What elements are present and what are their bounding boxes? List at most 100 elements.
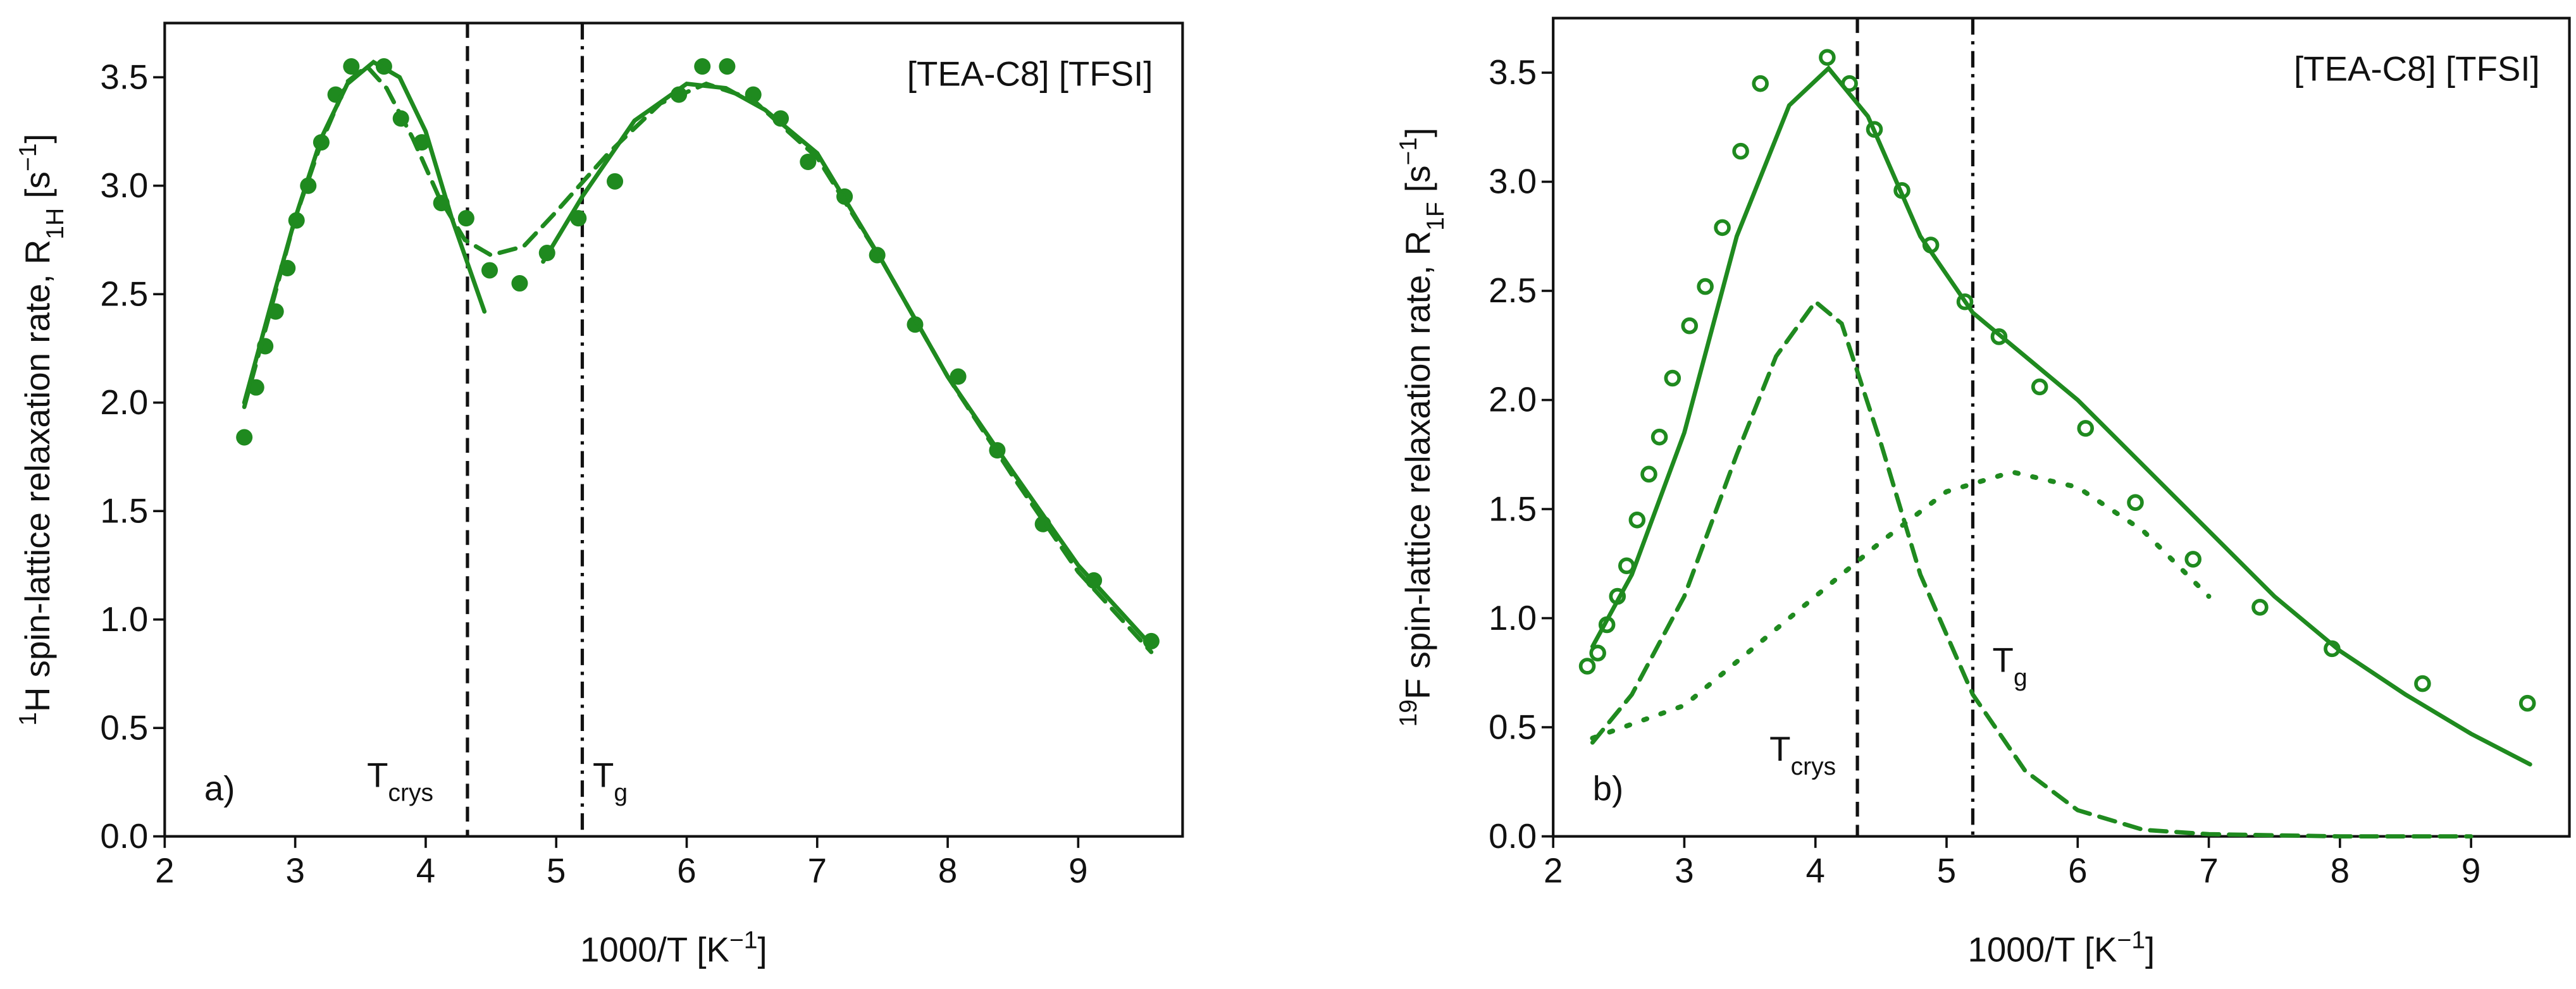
annotation-part: crys xyxy=(1791,752,1836,780)
x-tick-label: 9 xyxy=(2461,852,2480,890)
y-axis-label-part: ] xyxy=(18,133,57,143)
annotation-part: T xyxy=(593,756,614,795)
y-tick-label: 0.5 xyxy=(100,708,148,747)
data-point xyxy=(719,58,736,75)
y-axis-label-part: 1H xyxy=(42,208,69,240)
y-tick-label: 3.0 xyxy=(1489,163,1537,201)
y-axis-label: 1H spin-lattice relaxation rate, R1H [s−… xyxy=(15,133,69,725)
y-axis-label-part: 1F xyxy=(1421,202,1449,231)
data-point xyxy=(2077,420,2095,437)
annotation-part: g xyxy=(2014,664,2028,691)
data-point xyxy=(800,153,817,170)
y-axis-label-part: −1 xyxy=(15,144,42,172)
y-tick-label: 0.0 xyxy=(1489,817,1537,856)
x-tick-label: 6 xyxy=(2068,852,2087,890)
x-axis-label: 1000/T [K−1] xyxy=(1968,926,2155,969)
annotation: Tg xyxy=(1993,641,2028,691)
y-axis-label-part: 1 xyxy=(15,712,42,726)
x-tick-label: 7 xyxy=(808,852,827,890)
y-tick-label: 3.0 xyxy=(100,166,148,205)
data-point xyxy=(343,58,360,75)
x-tick-label: 3 xyxy=(1675,852,1694,890)
data-point xyxy=(2031,378,2048,396)
data-point xyxy=(1752,75,1769,92)
annotation-part: T xyxy=(1993,641,2014,679)
x-tick-label: 5 xyxy=(1937,852,1956,890)
data-point xyxy=(607,173,624,190)
annotation: Tcrys xyxy=(367,756,433,806)
x-axis-label-part: ] xyxy=(758,931,767,969)
x-axis-label-part: 1000/T [K xyxy=(580,931,729,969)
data-point xyxy=(1640,465,1657,483)
y-tick-label: 2.5 xyxy=(100,274,148,313)
x-tick-label: 2 xyxy=(1544,852,1563,890)
data-point xyxy=(1990,328,2008,345)
annotation: Tg xyxy=(593,756,628,806)
y-axis-label-part: [s xyxy=(18,171,57,208)
x-tick-label: 8 xyxy=(2331,852,2350,890)
legend-label: [TEA-C8] [TFSI] xyxy=(907,54,1153,93)
panel-label: b) xyxy=(1593,769,1624,808)
y-tick-label: 0.0 xyxy=(100,817,148,856)
y-tick-label: 1.5 xyxy=(100,491,148,530)
annotation-part: T xyxy=(1769,730,1790,768)
x-axis-label-part: 1000/T [K xyxy=(1968,931,2117,969)
y-tick-label: 1.0 xyxy=(1489,599,1537,637)
x-axis-label: 1000/T [K−1] xyxy=(580,926,767,969)
fit-line xyxy=(1590,298,2474,839)
y-tick-label: 2.0 xyxy=(1489,381,1537,419)
y-tick-label: 1.0 xyxy=(100,600,148,639)
x-tick-label: 4 xyxy=(416,852,435,890)
data-point xyxy=(2127,494,2144,511)
y-tick-label: 1.5 xyxy=(1489,489,1537,528)
data-point xyxy=(481,262,498,279)
data-point xyxy=(2414,675,2431,692)
data-point xyxy=(2518,694,2536,712)
data-point xyxy=(1819,49,1836,66)
x-tick-label: 9 xyxy=(1068,852,1087,890)
data-point xyxy=(1589,644,1606,662)
plot-frame xyxy=(163,22,1184,838)
data-point xyxy=(570,210,587,227)
annotation-part: T xyxy=(367,756,388,795)
y-axis-label-part: [s xyxy=(1399,166,1437,202)
data-point xyxy=(2184,551,2201,568)
y-axis-label-part: H spin-lattice relaxation rate, R xyxy=(18,240,57,712)
x-tick-label: 6 xyxy=(677,852,696,890)
fit-line xyxy=(242,59,1154,648)
data-point xyxy=(236,429,253,446)
x-tick-label: 4 xyxy=(1806,852,1825,890)
annotation-part: crys xyxy=(388,779,433,806)
data-point xyxy=(1142,632,1160,649)
y-axis-label-part: 19 xyxy=(1394,699,1421,727)
data-point xyxy=(1650,428,1668,446)
fit-line xyxy=(1590,65,2532,767)
y-tick-label: 3.5 xyxy=(100,58,148,96)
x-tick-label: 8 xyxy=(938,852,957,890)
data-point xyxy=(1578,658,1596,675)
y-axis-label-part: −1 xyxy=(1394,137,1421,166)
x-tick-label: 2 xyxy=(155,852,174,890)
y-tick-label: 2.5 xyxy=(1489,271,1537,310)
annotation-part: g xyxy=(614,779,628,806)
data-point xyxy=(457,210,474,227)
data-point xyxy=(1681,317,1699,335)
plot-frame xyxy=(1552,16,2571,838)
y-axis-label-part: ] xyxy=(1399,128,1437,137)
y-axis-label-part: F spin-lattice relaxation rate, R xyxy=(1399,231,1437,699)
data-point xyxy=(1714,219,1731,236)
x-tick-label: 7 xyxy=(2199,852,2218,890)
y-axis-label: 19F spin-lattice relaxation rate, R1F [s… xyxy=(1394,128,1449,727)
data-point xyxy=(2251,599,2269,616)
annotation: Tcrys xyxy=(1769,730,1836,780)
panel-label: a) xyxy=(204,769,235,808)
data-point xyxy=(950,368,967,385)
x-tick-label: 3 xyxy=(285,852,304,890)
y-tick-label: 0.5 xyxy=(1489,708,1537,746)
y-tick-label: 3.5 xyxy=(1489,53,1537,92)
data-point xyxy=(1697,278,1714,295)
legend-label: [TEA-C8] [TFSI] xyxy=(2294,50,2540,89)
data-point xyxy=(1956,293,1974,310)
